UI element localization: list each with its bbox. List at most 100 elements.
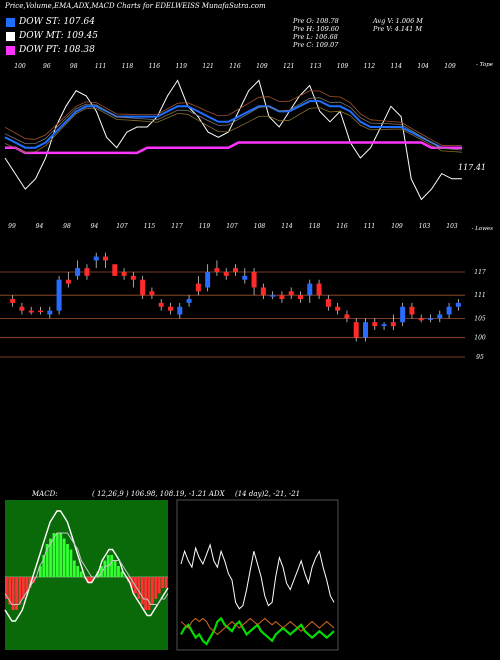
macd-histogram-bar [18, 577, 22, 605]
macd-histogram-bar [164, 577, 168, 588]
ema-series-line [5, 141, 462, 155]
candle-body [233, 268, 238, 272]
ema-secondary-line [4, 90, 463, 146]
ema-series-line [4, 79, 462, 201]
candle-body [93, 256, 99, 261]
ema-secondary-line [4, 97, 463, 151]
macd-histogram-bar [69, 549, 73, 577]
macd-histogram-bar [120, 571, 124, 577]
candle-top-tick-label: 109 [391, 223, 403, 230]
macd-histogram-bar [59, 533, 63, 577]
macd-params: ( 12,26,9 ) 106.98, 108.19, -1.21 ADX [92, 490, 225, 498]
macd-histogram-bar [28, 577, 32, 588]
candle-top-tick-label: 103 [419, 223, 431, 230]
legend-dow-mt-label: DOW MT: 109.45 [19, 31, 98, 41]
macd-histogram-bar [49, 538, 52, 577]
macd-histogram-bar [8, 577, 12, 605]
legend-dow-st: DOW ST: 107.64 [6, 17, 95, 27]
macd-histogram-bar [25, 577, 29, 594]
candle-top-tick-label: 94 [36, 223, 44, 230]
legend-swatch-magenta [6, 45, 15, 55]
last-price-label: 117.41 [458, 163, 486, 172]
candle-body [149, 291, 155, 296]
candle-body [168, 306, 173, 311]
candle-body [112, 264, 118, 276]
legend-dow-st-label: DOW ST: 107.64 [19, 17, 95, 27]
candle-body [298, 295, 303, 300]
ema-top-tick-label: 109 [444, 63, 456, 70]
candle-body [75, 268, 81, 276]
candle-body [84, 268, 90, 276]
candle-body [316, 283, 322, 296]
chart-title: Price,Volume,EMA,ADX,MACD Charts for EDE… [5, 2, 266, 10]
candle-body [437, 314, 443, 319]
ema-top-tick-label: 112 [364, 63, 376, 70]
macd-histogram-bar [157, 577, 161, 594]
adx-series-line [180, 617, 335, 636]
macd-histogram-bar [45, 544, 49, 577]
ema-series-line [4, 100, 462, 149]
macd-histogram-bar [137, 577, 141, 599]
macd-histogram-bar [130, 577, 134, 588]
candle-body [56, 279, 62, 311]
candle-top-tick-label: 111 [364, 223, 375, 230]
ema-top-tick-label: 119 [176, 63, 188, 70]
ema-top-tick-label: 114 [391, 63, 403, 70]
ema-top-tick-label: 96 [43, 63, 51, 70]
price-level-label: 105 [474, 315, 486, 322]
candle-body [251, 272, 257, 288]
candle-body [140, 279, 146, 296]
candle-body [195, 283, 201, 292]
ema-top-tick-label: 104 [417, 63, 429, 70]
macd-histogram-bar [100, 566, 103, 577]
macd-histogram-bar [103, 560, 107, 577]
macd-histogram-bar [144, 577, 148, 610]
candle-body [335, 306, 341, 311]
candle-body [10, 299, 16, 303]
candle-body [428, 318, 433, 320]
ema-axis-note: - Tope [476, 62, 494, 68]
adx-panel-frame [176, 499, 339, 651]
macd-series-line [4, 532, 169, 605]
candle-axis-note: - Lowes [472, 226, 494, 232]
candle-top-tick-label: 103 [446, 223, 458, 230]
ohlc-low: Pre L: 106.68 [293, 33, 338, 41]
price-level-label: 95 [476, 354, 484, 361]
candle-body [103, 256, 108, 261]
candle-body [260, 287, 266, 296]
ohlc-high: Pre H: 109.60 [293, 25, 340, 33]
ema-top-tick-label: 113 [310, 63, 322, 70]
legend-dow-pt-label: DOW PT: 108.38 [19, 45, 95, 55]
macd-histogram-bar [96, 571, 100, 577]
candle-top-tick-label: 119 [199, 223, 211, 230]
legend-swatch-white [6, 31, 15, 41]
ema-top-tick-label: 121 [283, 63, 294, 70]
candle-body [400, 306, 406, 323]
ema-secondary-line [4, 107, 463, 153]
candle-top-tick-label: 117 [171, 223, 183, 230]
macd-histogram-bar [151, 577, 154, 605]
avg-volume: Avg V: 1.006 M [373, 17, 423, 25]
candle-body [242, 275, 248, 280]
price-level-label: 117 [474, 269, 486, 276]
candle-top-tick-label: 107 [226, 223, 238, 230]
legend-swatch-blue [6, 17, 15, 27]
macd-histogram-bar [76, 566, 80, 577]
candle-body [19, 306, 25, 311]
macd-histogram-bar [89, 577, 93, 583]
candle-body [38, 310, 43, 313]
macd-histogram-bar [86, 577, 90, 583]
candle-body [372, 322, 378, 327]
candle-body [279, 295, 285, 300]
candle-body [288, 291, 294, 296]
price-level-label: 111 [474, 292, 485, 299]
candle-top-tick-label: 115 [144, 223, 156, 230]
candle-body [205, 272, 211, 288]
candle-body [409, 306, 415, 315]
candle-body [418, 318, 424, 321]
macd-histogram-bar [72, 560, 76, 577]
candle-body [353, 322, 359, 338]
macd-histogram-bar [140, 577, 144, 605]
ema-top-tick-label: 118 [122, 63, 134, 70]
